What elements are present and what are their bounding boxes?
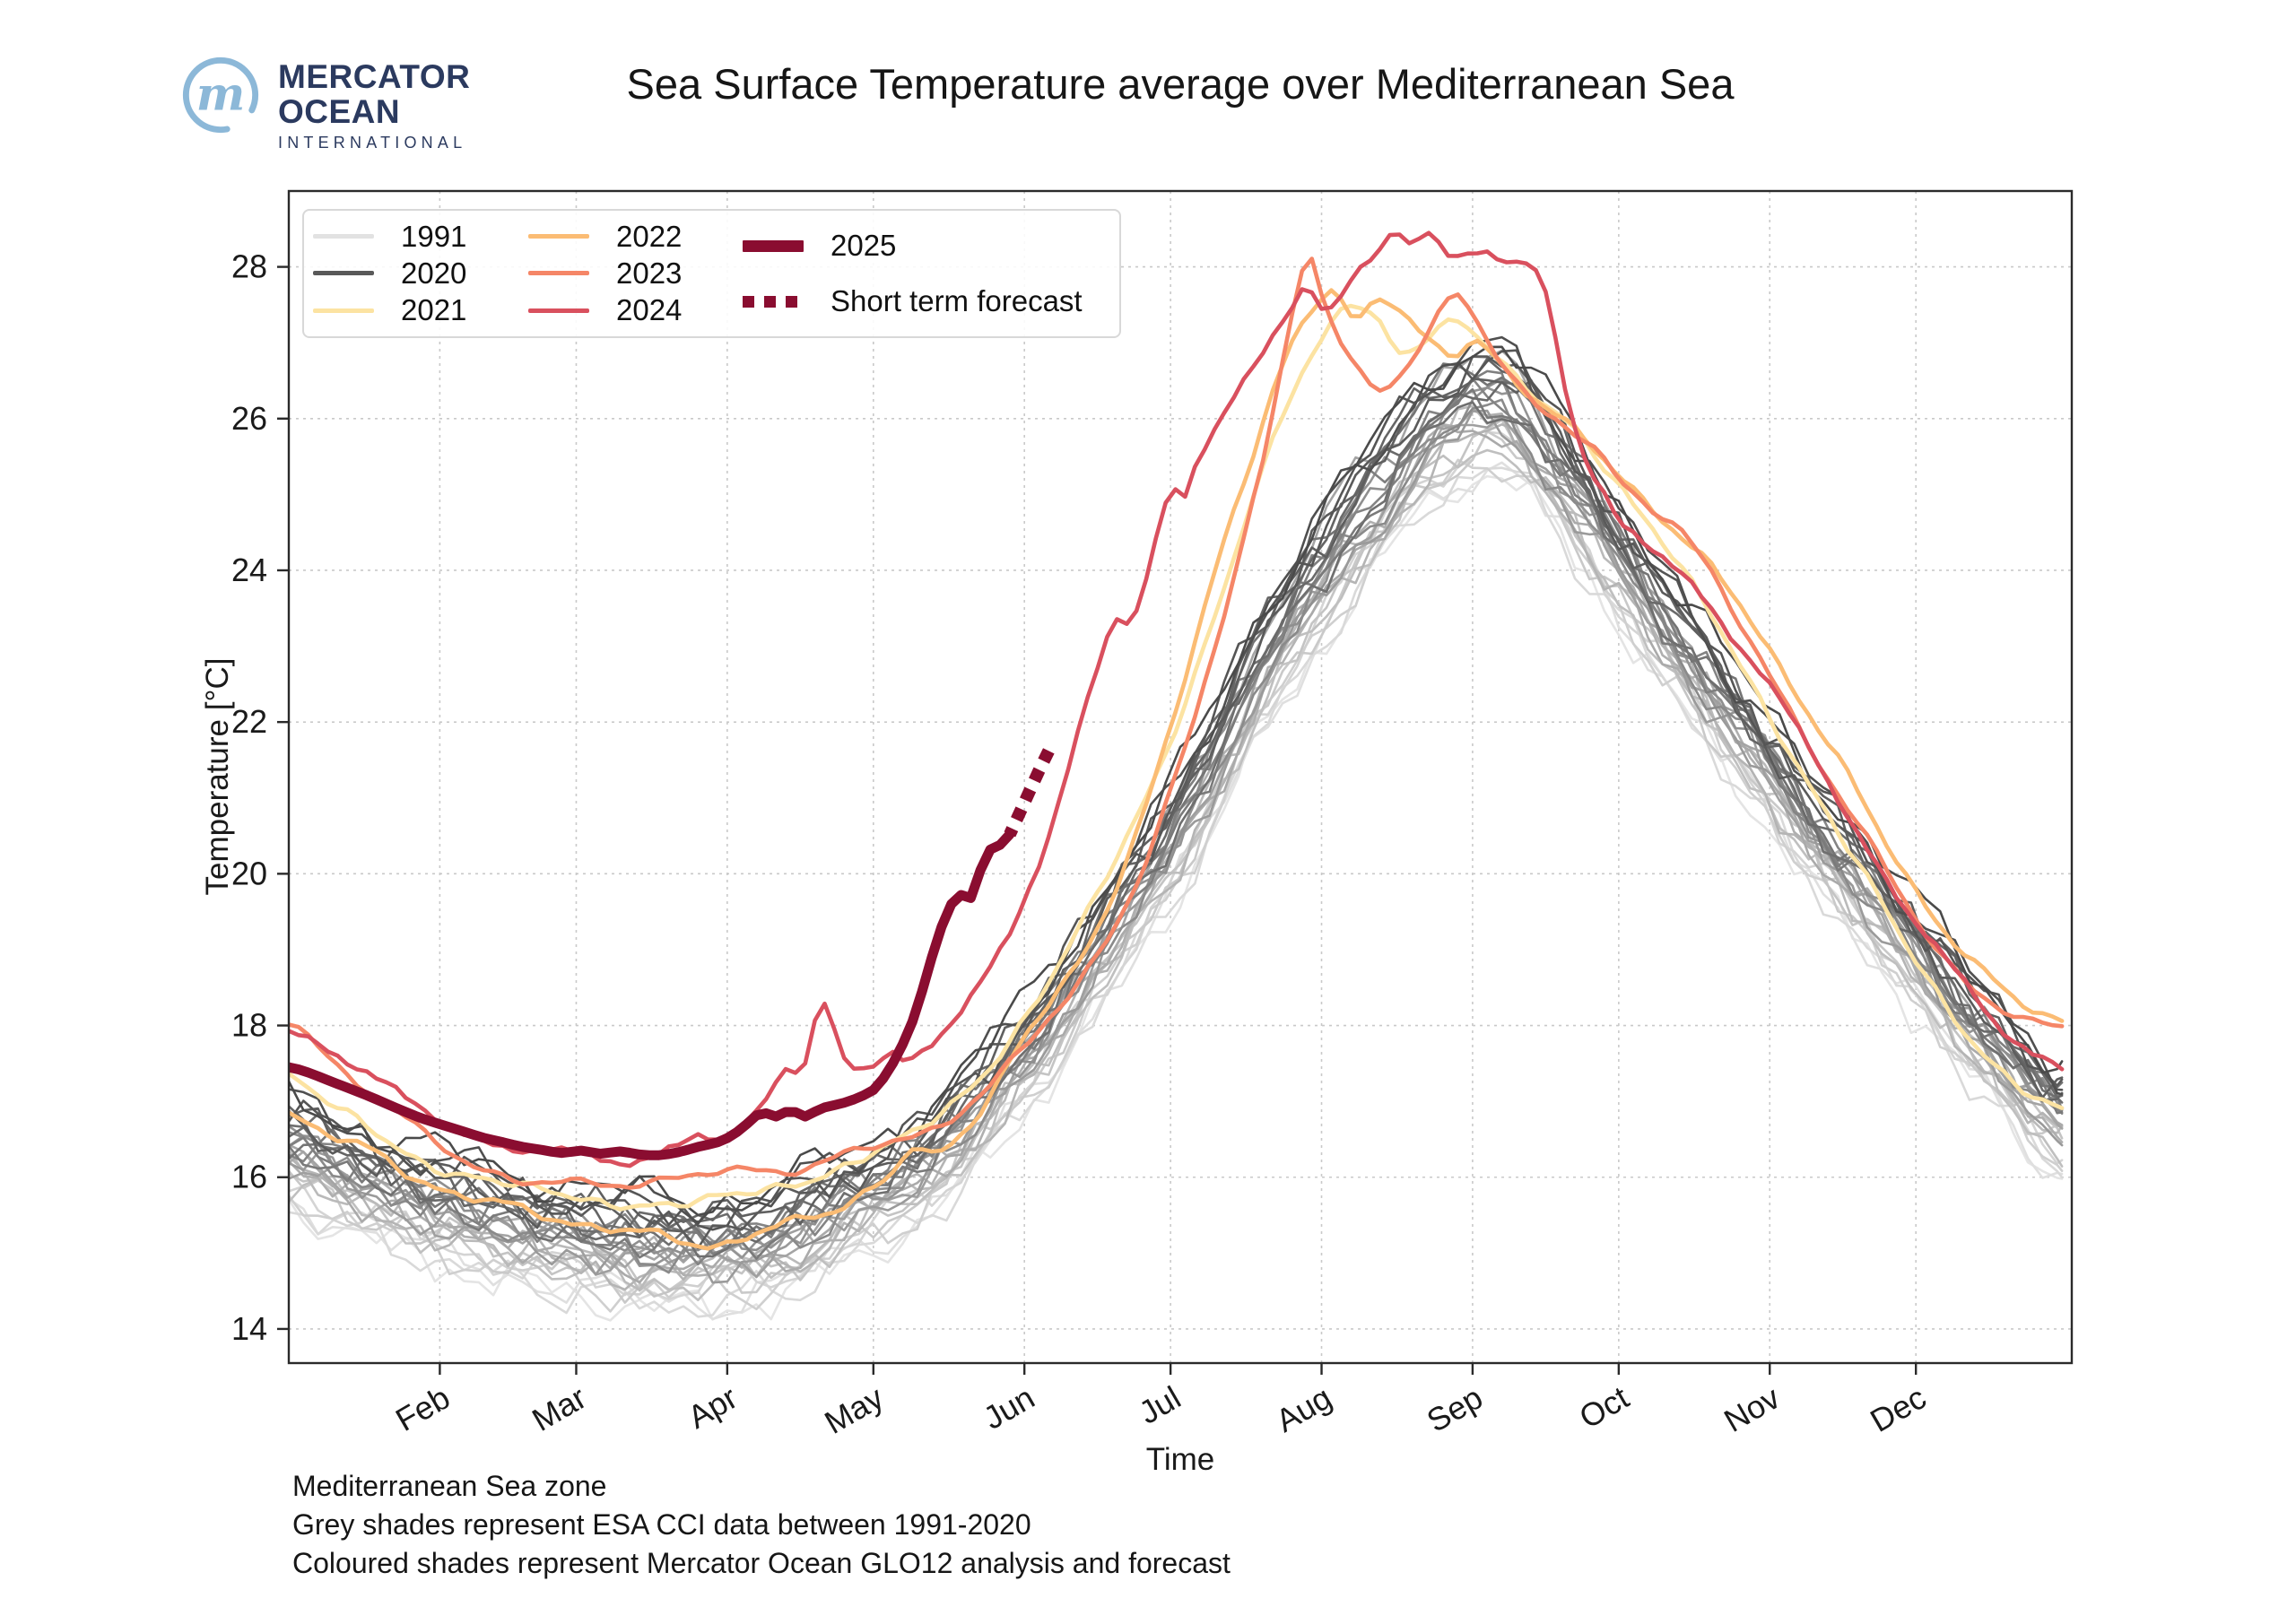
legend-label: 2022 <box>616 219 683 253</box>
series-forecast-line <box>1004 748 1055 838</box>
logo-word-ocean: OCEAN <box>278 93 401 130</box>
y-tick-label-18: 18 <box>231 1007 267 1044</box>
y-tick-label-16: 16 <box>231 1159 267 1195</box>
legend-column-3: 2025 Short term forecast <box>743 218 1119 329</box>
y-tick-label-24: 24 <box>231 552 267 588</box>
x-tick-label-may: May <box>818 1378 889 1441</box>
x-tick-label-nov: Nov <box>1718 1378 1786 1439</box>
legend-item-short-term-forecast: Short term forecast <box>743 282 1119 320</box>
legend-label: 1991 <box>401 219 467 253</box>
legend-label: Short term forecast <box>831 284 1083 317</box>
legend-column-1: 1991 2020 2021 <box>313 218 528 329</box>
series-2016-line <box>289 378 2064 1238</box>
legend-item-2025: 2025 <box>743 227 1119 265</box>
legend-label: 2021 <box>401 293 467 327</box>
legend-item-2022: 2022 <box>528 218 743 255</box>
series-2004-line <box>289 415 2064 1279</box>
legend-label: 2025 <box>831 229 897 262</box>
series-1991-line <box>289 474 2064 1322</box>
x-tick-label-mar: Mar <box>526 1378 592 1438</box>
x-tick-label-jul: Jul <box>1133 1378 1187 1431</box>
y-tick-label-26: 26 <box>231 400 267 437</box>
legend-label: 2024 <box>616 293 683 327</box>
x-tick-label-sep: Sep <box>1421 1378 1489 1439</box>
x-tick-label-jun: Jun <box>977 1378 1040 1437</box>
legend-swatch-2021 <box>313 308 374 313</box>
legend-swatch-2022 <box>528 234 589 239</box>
caption-coloured-shades: Coloured shades represent Mercator Ocean… <box>292 1547 1231 1579</box>
series-2023-line <box>289 256 2065 1190</box>
y-axis-title: Temperature [°C] <box>200 657 235 896</box>
legend-label: 2023 <box>616 256 683 290</box>
legend-swatch-2020 <box>313 271 374 276</box>
legend-item-2020: 2020 <box>313 255 528 291</box>
x-tick-label-oct: Oct <box>1573 1378 1635 1436</box>
x-tick-label-feb: Feb <box>389 1378 456 1438</box>
series-1995-line <box>289 458 2064 1313</box>
y-tick-label-14: 14 <box>231 1310 267 1347</box>
series-2000-line <box>289 422 2064 1291</box>
legend-item-2023: 2023 <box>528 255 743 291</box>
y-tick-label-22: 22 <box>231 703 267 740</box>
series-2020-line <box>289 345 2064 1217</box>
series-2022-line <box>289 288 2065 1251</box>
logo-word-international: INTERNATIONAL <box>278 134 467 152</box>
legend-swatch-short-term-forecast <box>743 295 804 308</box>
series-2021-line <box>289 303 2065 1212</box>
logo-word-mercator: MERCATOR <box>278 58 471 95</box>
x-tick-label-dec: Dec <box>1864 1378 1932 1439</box>
series-2007-line <box>289 378 2064 1255</box>
plot-border <box>287 189 2074 1365</box>
chart-legend: 1991 2020 2021 2022 2023 2024 2025 Short term f… <box>302 209 1121 338</box>
series-2017-line <box>289 355 2064 1249</box>
caption-zone: Mediterranean Sea zone <box>292 1470 607 1502</box>
legend-swatch-2023 <box>528 271 589 276</box>
mercator-logo-icon: m <box>182 56 259 134</box>
logo-monogram: m <box>196 68 246 122</box>
legend-item-2024: 2024 <box>528 292 743 329</box>
x-tick-label-aug: Aug <box>1270 1378 1338 1439</box>
chart-title: Sea Surface Temperature average over Med… <box>626 60 1735 108</box>
series-1998-line <box>289 448 2064 1301</box>
y-tick-label-28: 28 <box>231 248 267 285</box>
legend-item-2021: 2021 <box>313 292 528 329</box>
legend-swatch-2025 <box>743 239 804 252</box>
y-tick-label-20: 20 <box>231 855 267 891</box>
caption-grey-shades: Grey shades represent ESA CCI data betwe… <box>292 1508 1031 1541</box>
legend-swatch-2024 <box>528 308 589 313</box>
caption-block: Mediterranean Sea zone Grey shades repre… <box>292 1467 1231 1583</box>
legend-column-2: 2022 2023 2024 <box>528 218 743 329</box>
legend-label: 2020 <box>401 256 467 290</box>
series-1994-line <box>289 430 2064 1301</box>
legend-item-1991: 1991 <box>313 218 528 255</box>
x-axis-title: Time <box>1145 1442 1215 1477</box>
mercator-ocean-logo: m MERCATOR OCEAN INTERNATIONAL <box>179 52 470 151</box>
series-2025-line <box>289 829 1015 1160</box>
legend-swatch-1991 <box>313 234 374 239</box>
series-2018-line <box>289 349 2064 1231</box>
series-1993-line <box>289 466 2064 1318</box>
x-tick-label-apr: Apr <box>682 1378 744 1436</box>
series-2012-line <box>289 362 2064 1249</box>
series-2011-line <box>289 387 2064 1260</box>
